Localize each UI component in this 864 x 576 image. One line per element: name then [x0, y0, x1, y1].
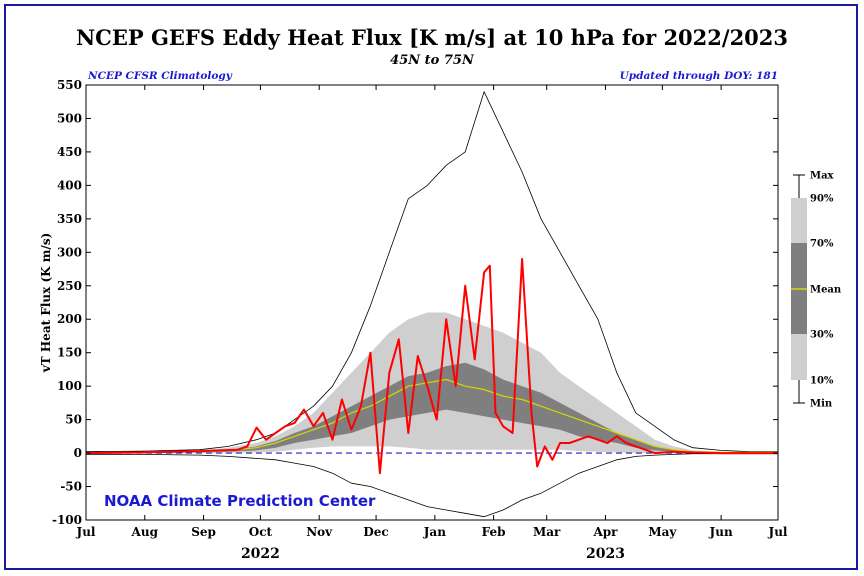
xtick-label: Mar	[533, 525, 561, 539]
xtick-label: Jan	[423, 525, 446, 539]
ytick-label: 50	[65, 413, 82, 427]
chart-title: NCEP GEFS Eddy Heat Flux [K m/s] at 10 h…	[75, 25, 789, 50]
ytick-label: 0	[74, 446, 82, 460]
ytick-label: 350	[57, 212, 82, 226]
axes: -100 -50 0 50 100 150 200 250 300 350 400 450 500 550…	[39, 78, 788, 562]
ytick-label: -100	[52, 513, 82, 527]
xtick-label: Sep	[191, 525, 216, 539]
legend: Max 90% 70% Mean 30% 10% Min	[791, 171, 842, 410]
xtick-label: Aug	[131, 525, 159, 539]
xtick-label: Jul	[768, 525, 788, 539]
ytick-label: 550	[57, 78, 82, 92]
legend-label: 30%	[810, 330, 834, 341]
chart-frame	[4, 4, 858, 570]
legend-label: Max	[810, 171, 835, 182]
xtick-label: Oct	[249, 525, 273, 539]
xtick-label: Nov	[306, 525, 333, 539]
xtick-label: Apr	[592, 525, 618, 539]
xtick-label: May	[648, 525, 677, 539]
chart-subtitle: 45N to 75N	[390, 53, 474, 68]
ytick-label: 450	[57, 145, 82, 159]
legend-label: 70%	[810, 239, 834, 250]
series-observed	[85, 258, 778, 475]
xtick-label: Dec	[363, 525, 388, 539]
legend-label: 10%	[810, 376, 834, 387]
climatology-note: NCEP CFSR Climatology	[88, 70, 232, 82]
ytick-label: 150	[57, 346, 82, 360]
plot-border	[85, 84, 779, 521]
legend-label: Min	[810, 399, 833, 410]
year-label: 2023	[586, 546, 625, 562]
band-30-70	[86, 362, 778, 454]
legend-label: 90%	[810, 194, 834, 205]
ytick-label: 250	[57, 279, 82, 293]
xtick-label: Feb	[482, 525, 506, 539]
y-axis-label: vT Heat Flux (K m/s)	[39, 233, 53, 373]
ytick-label: 100	[57, 379, 82, 393]
credit-label: NOAA Climate Prediction Center	[104, 492, 376, 510]
ytick-label: 300	[57, 245, 82, 259]
ytick-label: 500	[57, 111, 82, 125]
ytick-label: 200	[57, 312, 82, 326]
ytick-label: -50	[60, 480, 82, 494]
year-label: 2022	[241, 546, 280, 562]
legend-label: Mean	[810, 285, 842, 296]
ytick-label: 400	[57, 178, 82, 192]
series-min	[86, 453, 778, 518]
update-note: Updated through DOY: 181	[619, 70, 778, 82]
plot-area	[85, 91, 778, 518]
xtick-label: Jul	[76, 525, 96, 539]
xtick-label: Jun	[709, 525, 733, 539]
series-mean	[85, 378, 778, 454]
